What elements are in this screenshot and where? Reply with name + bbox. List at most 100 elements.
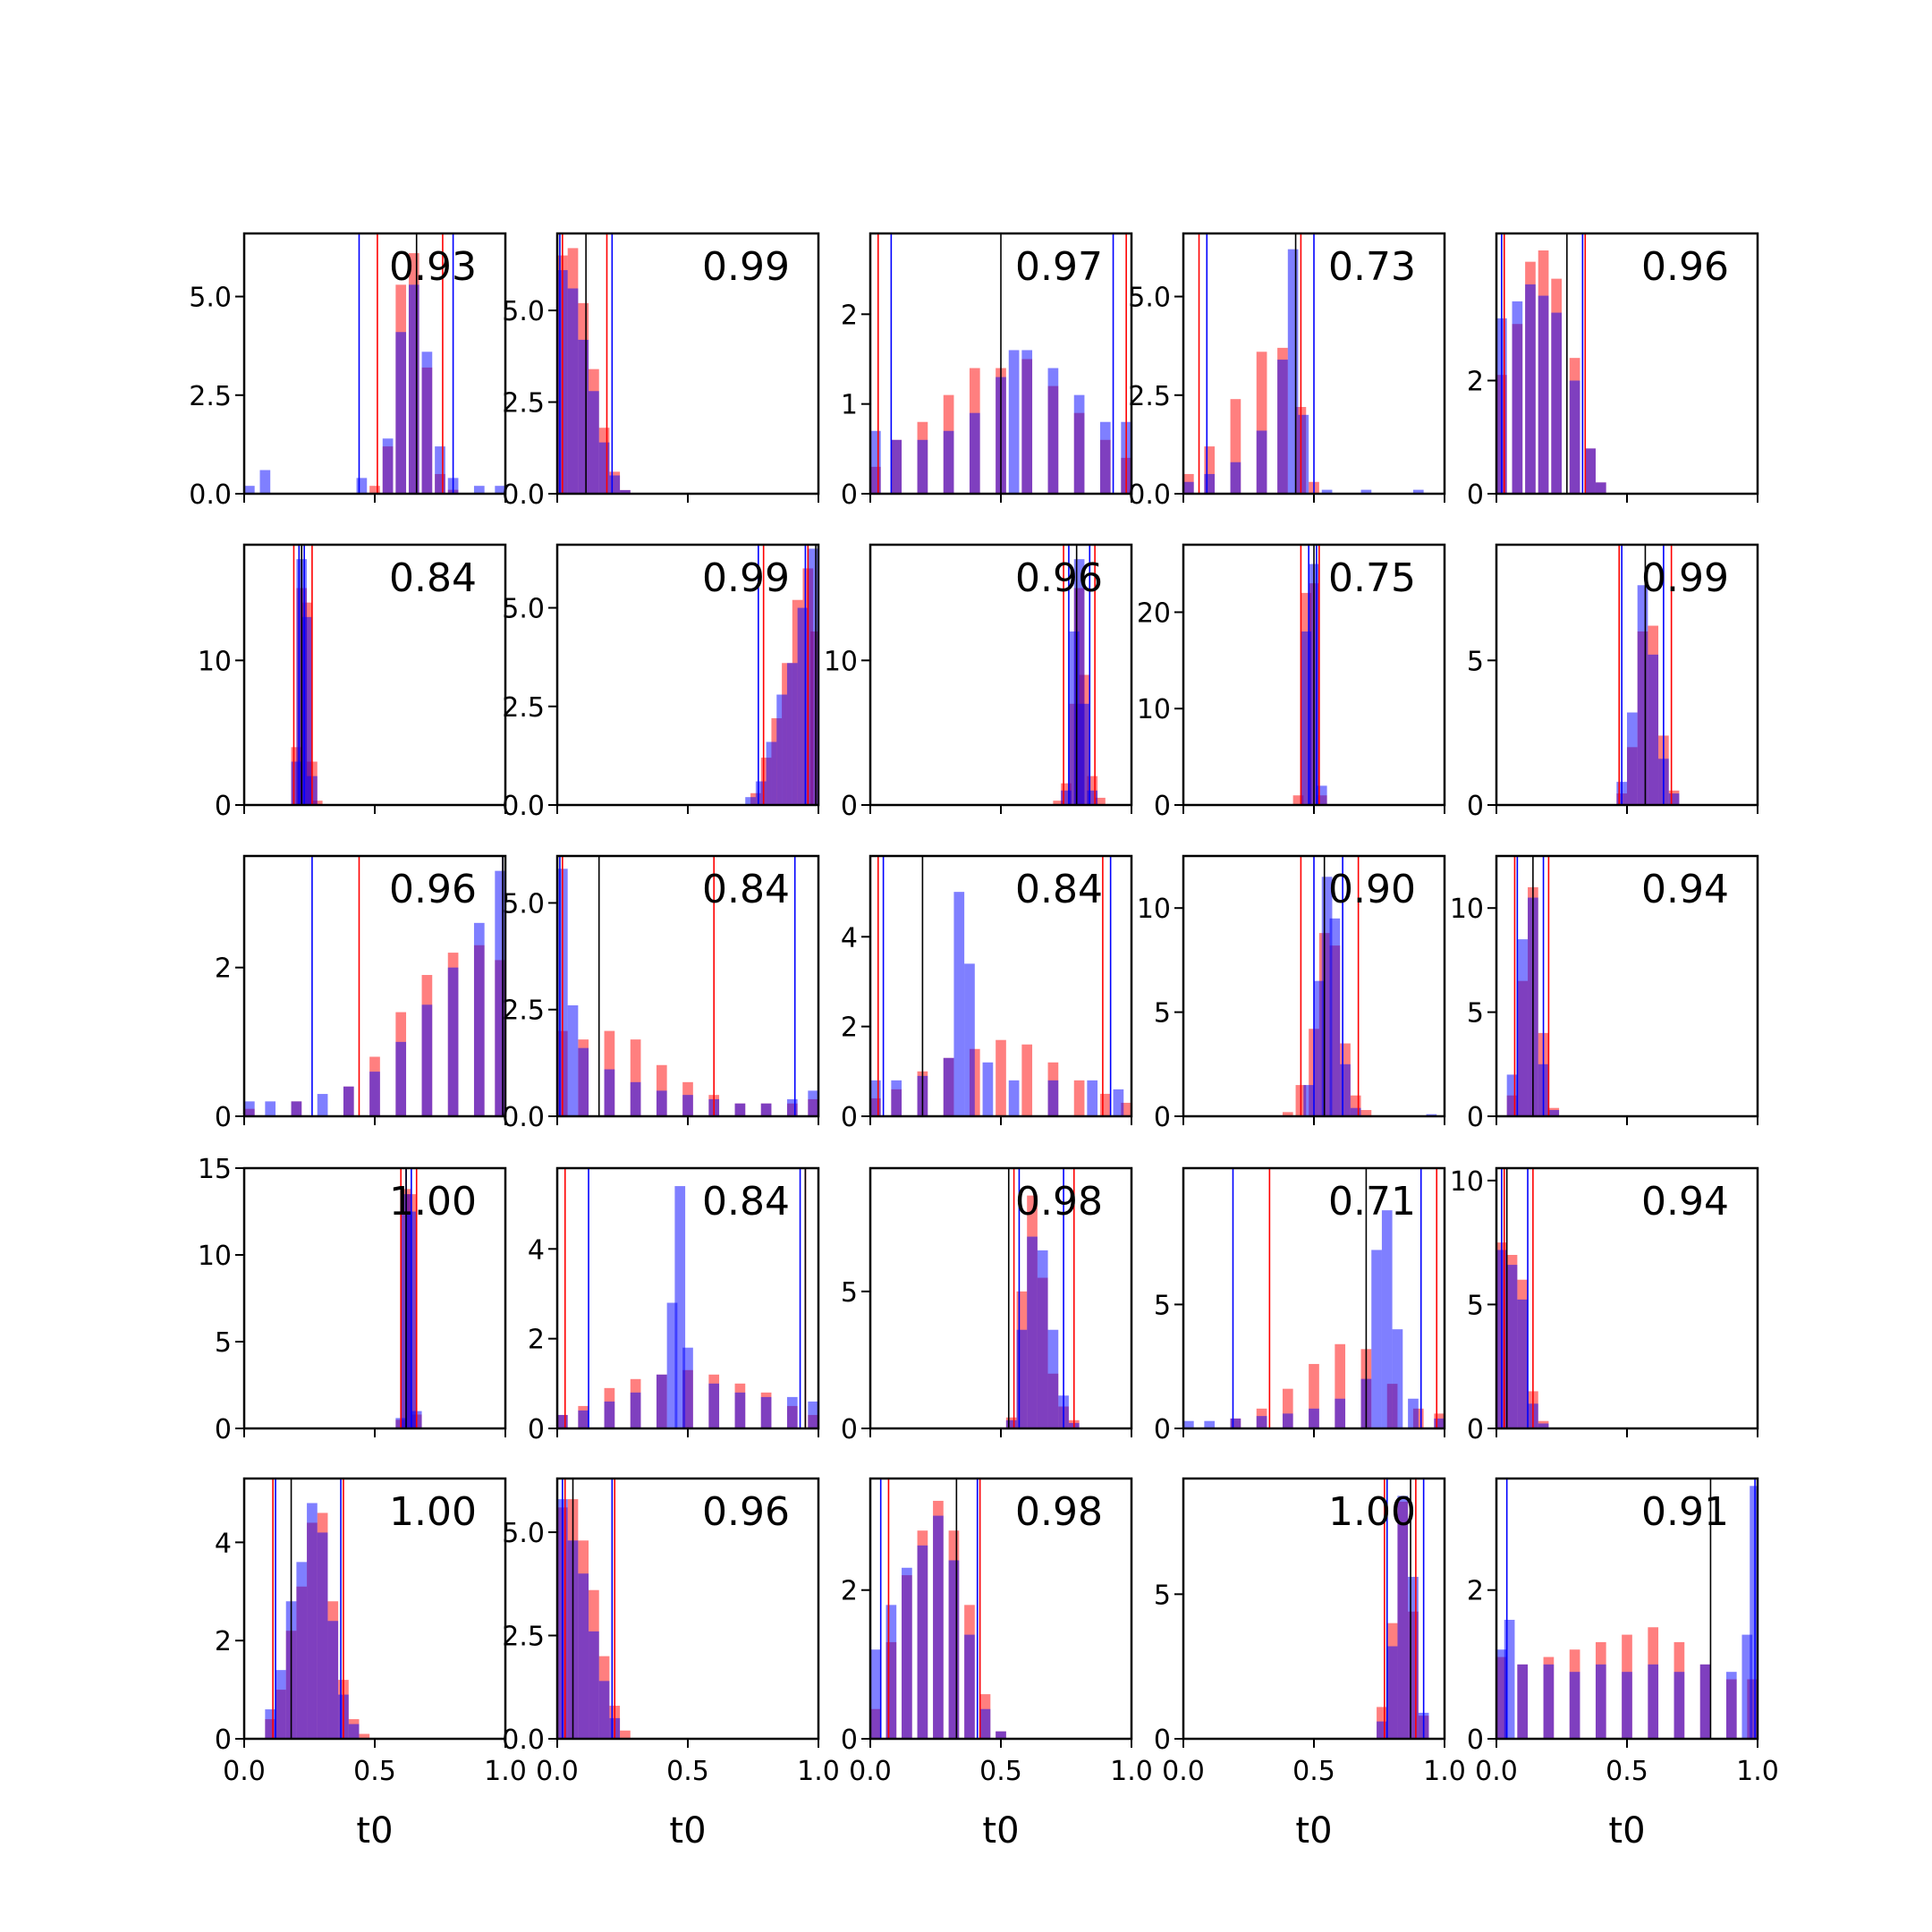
blue-histogram-bar — [1504, 1619, 1515, 1739]
blue-histogram-bar — [1087, 1080, 1098, 1116]
blue-histogram-bar — [1073, 559, 1085, 805]
x-tick-label: 0.5 — [1292, 1756, 1335, 1787]
blue-histogram-bar — [682, 1347, 693, 1428]
x-tick-label: 1.0 — [484, 1756, 527, 1787]
blue-histogram-bar — [870, 1080, 881, 1116]
blue-histogram-bar — [745, 797, 756, 805]
blue-histogram-bar — [1016, 1329, 1028, 1428]
red-histogram-bar — [369, 486, 380, 494]
blue-histogram-bar — [1047, 368, 1059, 494]
subplot-4-2: 0 2 4 0.84 — [528, 1166, 820, 1445]
blue-histogram-bar — [682, 1095, 693, 1116]
subplot-2-2: 0.0 2.5 5.0 0.99 — [502, 543, 820, 822]
red-histogram-bar — [1099, 1093, 1111, 1116]
blue-histogram-bar — [1637, 585, 1648, 805]
blue-histogram-bar — [1397, 1496, 1409, 1739]
y-tick-label: 0 — [1154, 791, 1171, 822]
blue-histogram-bar — [708, 1383, 720, 1428]
blue-histogram-bar — [598, 442, 610, 494]
blue-histogram-bar — [348, 1724, 360, 1739]
blue-histogram-bar — [1204, 473, 1216, 494]
blue-histogram-bar — [1282, 1413, 1293, 1428]
blue-histogram-bar — [1183, 1420, 1194, 1428]
panel-annotation: 0.73 — [1328, 244, 1416, 290]
blue-histogram-bar — [1335, 1398, 1346, 1428]
blue-histogram-bar — [766, 741, 777, 805]
blue-histogram-bar — [244, 1101, 255, 1116]
blue-histogram-bar — [1321, 877, 1333, 1116]
panel-annotation: 1.00 — [389, 1489, 477, 1535]
blue-histogram-bar — [1412, 489, 1424, 494]
blue-histogram-bar — [1392, 1329, 1403, 1428]
blue-histogram-bar — [307, 1503, 318, 1739]
subplot-4-1: 0 5 10 15 1.00 — [198, 1154, 507, 1445]
blue-histogram-bar — [578, 1047, 589, 1116]
blue-histogram-bar — [447, 967, 459, 1116]
red-histogram-bar — [1053, 801, 1064, 805]
panel-annotation: 0.94 — [1641, 1179, 1729, 1224]
y-tick-label: 10 — [1137, 694, 1171, 725]
blue-histogram-bar — [275, 1670, 286, 1739]
red-histogram-bar — [1335, 1343, 1346, 1428]
subplot-3-4: 0 5 10 0.90 — [1137, 854, 1446, 1133]
blue-histogram-bar — [969, 412, 980, 494]
x-tick-label: 0.5 — [979, 1756, 1022, 1787]
blue-histogram-bar — [265, 1101, 276, 1116]
blue-histogram-bar — [1408, 1576, 1419, 1739]
y-tick-label: 10 — [1450, 1166, 1484, 1198]
blue-histogram-bar — [1230, 462, 1241, 494]
red-histogram-bar — [1121, 1102, 1131, 1116]
red-histogram-bar — [1282, 1388, 1293, 1428]
blue-histogram-bar — [979, 1708, 991, 1739]
y-tick-label: 0 — [1467, 1724, 1484, 1756]
y-tick-label: 2.5 — [502, 388, 545, 419]
blue-histogram-bar — [808, 1090, 818, 1116]
subplot-1-3: 0 1 2 0.97 — [841, 232, 1133, 511]
blue-histogram-bar — [1027, 1236, 1038, 1428]
blue-histogram-bar — [1622, 1672, 1632, 1739]
y-tick-label: 2 — [528, 1325, 545, 1356]
x-tick-label: 0.0 — [536, 1756, 579, 1787]
y-tick-label: 2 — [841, 1013, 858, 1044]
y-tick-label: 5 — [1467, 1290, 1484, 1321]
blue-histogram-bar — [1538, 295, 1549, 494]
y-tick-label: 5 — [1154, 1290, 1171, 1321]
y-tick-label: 2.5 — [502, 1622, 545, 1653]
y-tick-label: 5 — [1154, 1580, 1171, 1611]
blue-histogram-bar — [734, 1103, 746, 1116]
panel-annotation: 0.90 — [1328, 867, 1416, 912]
subplot-1-2: 0.0 2.5 5.0 0.99 — [502, 232, 820, 511]
blue-histogram-bar — [604, 1069, 615, 1116]
blue-histogram-bar — [917, 1545, 928, 1739]
red-histogram-bar — [1309, 1363, 1319, 1428]
y-tick-label: 0 — [215, 1724, 232, 1756]
blue-histogram-bar — [917, 439, 928, 494]
y-tick-label: 0 — [215, 1102, 232, 1133]
subplot-5-5: 0 2 0.0 0.5 1.0 0.91 t0 — [1467, 1477, 1779, 1852]
blue-histogram-bar — [567, 1004, 579, 1116]
blue-histogram-bar — [808, 548, 818, 805]
y-tick-label: 0 — [528, 1414, 545, 1445]
y-tick-label: 4 — [528, 1234, 545, 1266]
x-tick-label: 0.0 — [223, 1756, 266, 1787]
blue-histogram-bar — [1386, 1646, 1398, 1739]
blue-histogram-bar — [589, 391, 599, 494]
blue-histogram-bar — [473, 922, 485, 1116]
panel-annotation: 0.93 — [389, 244, 477, 290]
y-tick-label: 0 — [1467, 791, 1484, 822]
panel-annotation: 0.96 — [389, 867, 477, 912]
blue-histogram-bar — [1627, 712, 1638, 805]
blue-histogram-bar — [1256, 1416, 1267, 1428]
blue-histogram-bar — [609, 475, 621, 494]
y-tick-label: 0 — [1154, 1102, 1171, 1133]
y-tick-label: 2 — [841, 300, 858, 331]
blue-histogram-bar — [953, 892, 965, 1116]
y-tick-label: 20 — [1137, 597, 1171, 629]
blue-histogram-bar — [1037, 1250, 1048, 1428]
blue-histogram-bar — [1674, 1672, 1685, 1739]
blue-histogram-bar — [1538, 1423, 1549, 1428]
panel-annotation: 0.99 — [1641, 555, 1729, 601]
blue-histogram-bar — [301, 616, 312, 805]
blue-histogram-bar — [870, 430, 881, 494]
red-histogram-bar — [1021, 1044, 1033, 1116]
